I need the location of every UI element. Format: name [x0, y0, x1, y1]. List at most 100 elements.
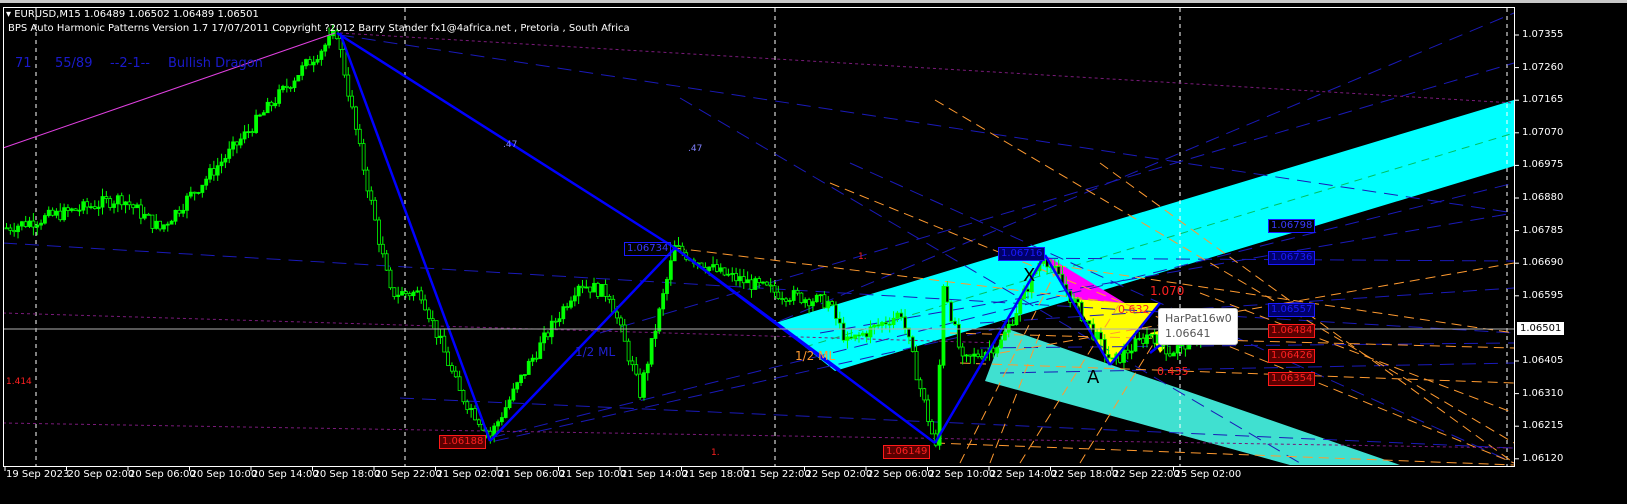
fib-label: 1.414 [6, 377, 32, 387]
candle-body [1145, 334, 1149, 344]
candle-body [388, 269, 393, 289]
pattern-code: --2-1-- [110, 56, 150, 71]
fib-label: 1. [711, 448, 720, 458]
fib-line-orange [959, 362, 1515, 384]
candle-body [373, 199, 378, 221]
candle-body [849, 336, 854, 339]
candle-body [572, 295, 577, 302]
candle-body [507, 399, 512, 408]
candle-body [976, 353, 980, 357]
time-tick: 20 Sep 22:00 [375, 469, 442, 480]
pattern-fib: 55/89 [55, 56, 93, 71]
candle-body [1095, 331, 1099, 340]
candle-body [196, 192, 201, 194]
candle-body [1006, 323, 1011, 333]
candle-body [54, 210, 59, 216]
candle-body [1003, 331, 1007, 341]
plot-area[interactable] [3, 7, 1515, 467]
candle-body [96, 206, 101, 209]
candle-body [715, 264, 719, 272]
candle-body [192, 191, 197, 194]
time-tick: 19 Sep 2023 [6, 469, 70, 480]
candle-body [8, 227, 13, 231]
time-tick: 21 Sep 22:00 [744, 469, 811, 480]
fib-line-purple [2, 312, 1001, 344]
price-tick: 1.07355 [1522, 29, 1564, 40]
candle-body [945, 286, 950, 303]
candle-body [1125, 349, 1130, 354]
candle-body [419, 290, 424, 301]
trend-line-magenta [2, 32, 336, 149]
candle-body [569, 300, 573, 308]
time-tick: 22 Sep 22:00 [1113, 469, 1180, 480]
candle-body [557, 318, 562, 323]
candle-body [999, 339, 1003, 349]
time-tick: 20 Sep 06:00 [129, 469, 196, 480]
symbol-line: EURUSD,M15 1.06489 1.06502 1.06489 1.065… [14, 9, 259, 20]
candle-body [231, 141, 235, 150]
fib-line-orange [949, 332, 1515, 349]
candle-body [315, 59, 320, 63]
candle-body [469, 408, 474, 411]
candle-body [523, 374, 527, 376]
candle-body [634, 364, 639, 375]
candle-body [446, 351, 451, 366]
candle-body [542, 332, 546, 344]
candle-body [342, 48, 347, 76]
candle-body [718, 267, 723, 272]
price-tick: 1.06595 [1522, 289, 1564, 301]
candle-body [58, 210, 63, 221]
candle-body [165, 223, 170, 226]
fib-line-blue [999, 257, 1515, 262]
price-tick: 1.06310 [1522, 387, 1564, 399]
fib-line-blue [779, 12, 1515, 322]
candle-body [645, 363, 650, 374]
candle-body [910, 336, 915, 352]
time-tick: 20 Sep 14:00 [252, 469, 319, 480]
candle-body [588, 286, 593, 293]
fib-label: .47 [503, 140, 518, 150]
fib-line-orange [1099, 162, 1515, 464]
fib-line-orange [999, 262, 1515, 354]
price-label-low: 1.06149 [883, 445, 931, 459]
fib-line-orange [674, 247, 1121, 304]
candle-body [811, 301, 815, 307]
candle-body [19, 221, 24, 227]
candle-body [311, 61, 316, 66]
target-label: 1.06354 [1268, 372, 1316, 386]
candle-body [277, 89, 282, 104]
candle-body [615, 311, 619, 319]
candle-body [327, 35, 331, 46]
candle-body [496, 421, 500, 427]
candle-body [69, 208, 74, 211]
time-tick: 22 Sep 02:00 [805, 469, 873, 480]
target-label: 1.06484 [1268, 324, 1316, 338]
candle-body [726, 273, 731, 276]
candle-body [461, 390, 466, 403]
candle-body [319, 50, 324, 60]
price-chart[interactable] [0, 3, 1627, 504]
price-tick: 1.07070 [1522, 126, 1564, 138]
point-a-label: A [1087, 367, 1100, 388]
candle-body [972, 353, 977, 357]
candle-body [1099, 331, 1103, 340]
candle-body [807, 299, 811, 307]
candle-body [392, 287, 397, 297]
candle-body [1175, 345, 1180, 354]
candle-body [112, 203, 116, 208]
candle-body [457, 376, 462, 391]
candle-body [880, 322, 884, 326]
candle-body [450, 365, 454, 372]
candle-body [62, 207, 66, 221]
candle-body [864, 332, 869, 338]
candle-body [269, 101, 274, 107]
fib-line-orange [959, 262, 1061, 464]
candle-body [365, 169, 370, 192]
fib-line-blue [819, 212, 1515, 334]
candle-body [211, 168, 216, 176]
ratio-label: 1.070 [1150, 284, 1185, 298]
candle-body [553, 320, 558, 323]
price-tick: 1.06120 [1522, 452, 1564, 464]
candle-body [891, 317, 896, 325]
